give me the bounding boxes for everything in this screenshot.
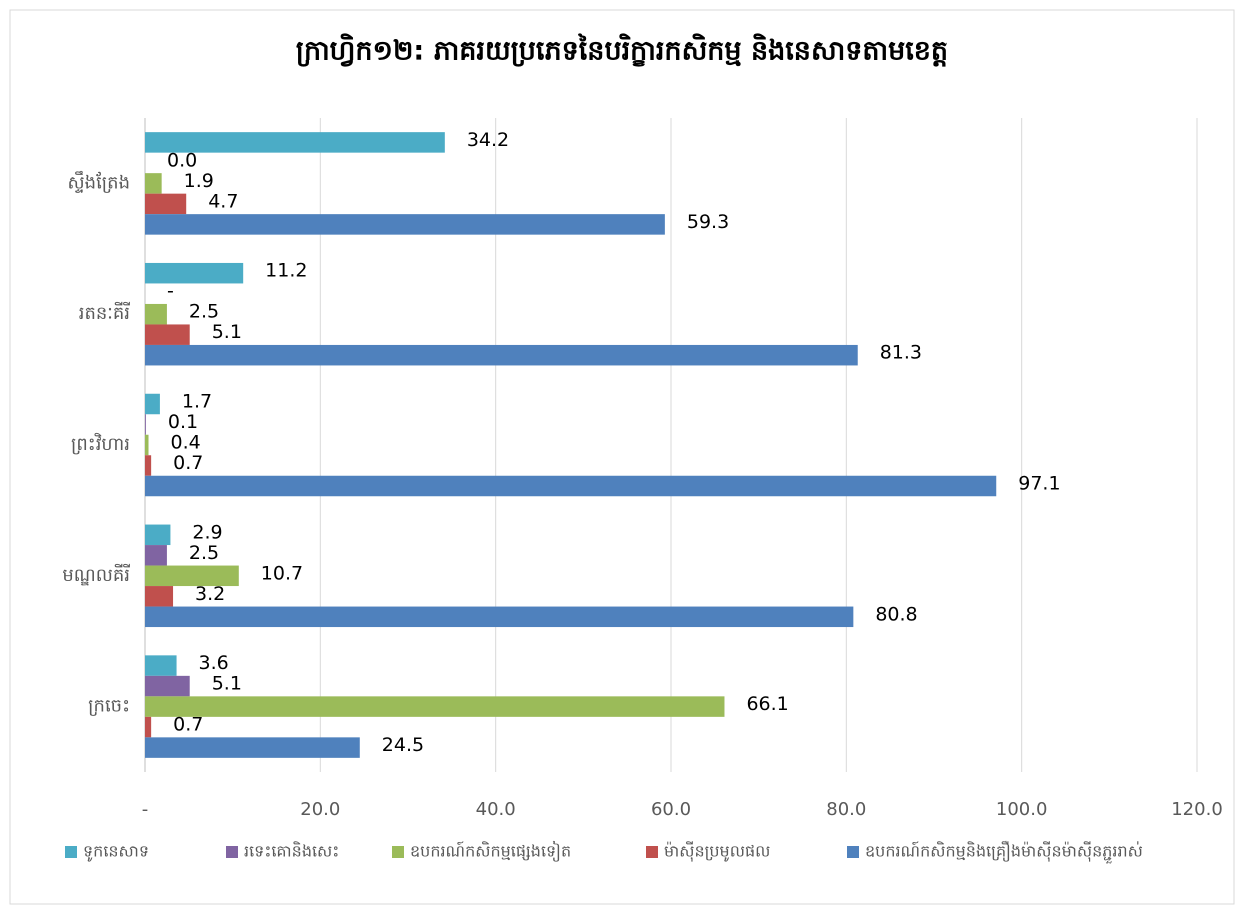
data-label: - bbox=[167, 280, 174, 302]
y-tick-label: ព្រះវិហារ bbox=[71, 432, 130, 455]
x-tick-label: - bbox=[142, 799, 149, 820]
bar bbox=[145, 545, 167, 566]
legend-label: រទេះគោនិងសេះ bbox=[244, 841, 339, 861]
bar bbox=[145, 193, 187, 215]
legend-swatch bbox=[646, 846, 658, 858]
data-label: 0.0 bbox=[167, 149, 197, 171]
x-tick-label: 120.0 bbox=[1171, 799, 1223, 820]
data-label: 0.1 bbox=[168, 411, 198, 433]
bar bbox=[145, 655, 177, 676]
bar bbox=[145, 524, 171, 546]
bar bbox=[145, 586, 174, 607]
legend-label: ទូកនេសាទ bbox=[83, 842, 149, 863]
data-label: 4.7 bbox=[208, 190, 238, 212]
y-tick-label: ស្ទឹងត្រែង bbox=[68, 170, 131, 193]
bar bbox=[145, 675, 190, 697]
bar bbox=[145, 393, 160, 415]
x-tick-label: 40.0 bbox=[476, 799, 516, 820]
data-label: 3.2 bbox=[195, 583, 225, 605]
bar bbox=[145, 455, 152, 476]
bar bbox=[145, 132, 445, 153]
x-tick-label: 100.0 bbox=[996, 799, 1048, 820]
data-label: 0.7 bbox=[173, 452, 203, 474]
bar bbox=[145, 173, 162, 194]
data-label: 5.1 bbox=[212, 321, 242, 343]
data-label: 24.5 bbox=[382, 734, 424, 756]
legend-swatch bbox=[226, 846, 238, 858]
x-tick-label: 80.0 bbox=[826, 799, 866, 820]
bar bbox=[145, 434, 149, 456]
bar bbox=[145, 475, 997, 497]
data-label: 66.1 bbox=[746, 693, 788, 715]
data-label: 5.1 bbox=[212, 673, 242, 695]
bar bbox=[145, 716, 152, 738]
x-tick-label: 20.0 bbox=[300, 799, 340, 820]
data-label: 0.4 bbox=[171, 432, 201, 454]
bar bbox=[145, 303, 167, 325]
bar bbox=[145, 565, 239, 587]
y-tick-label: ក្រចេះ bbox=[88, 696, 130, 717]
data-label: 1.7 bbox=[182, 391, 212, 413]
data-label: 3.6 bbox=[199, 652, 229, 674]
legend-swatch bbox=[847, 846, 859, 858]
data-label: 80.8 bbox=[875, 603, 917, 625]
data-label: 1.9 bbox=[184, 170, 214, 192]
legend-swatch bbox=[392, 846, 404, 858]
data-label: 97.1 bbox=[1018, 473, 1060, 495]
x-tick-label: 60.0 bbox=[651, 799, 691, 820]
bar bbox=[145, 344, 858, 366]
data-label: 2.9 bbox=[192, 521, 222, 543]
chart-title: ក្រាហ្វិក១២: ភាគរយប្រភេទនៃបរិក្ខារកសិកម្… bbox=[296, 33, 948, 68]
data-label: 81.3 bbox=[880, 342, 922, 364]
bar bbox=[145, 262, 244, 284]
bar bbox=[145, 214, 665, 235]
data-label: 2.5 bbox=[189, 542, 219, 564]
bar bbox=[145, 414, 146, 435]
data-label: 0.7 bbox=[173, 714, 203, 736]
bar bbox=[145, 737, 360, 758]
legend-swatch bbox=[65, 846, 77, 858]
y-tick-label: រតនៈគីរី bbox=[79, 301, 130, 324]
data-label: 59.3 bbox=[687, 211, 729, 233]
data-label: 11.2 bbox=[265, 260, 307, 282]
bar bbox=[145, 696, 725, 717]
y-tick-label: មណ្ឌលគីរី bbox=[62, 563, 130, 586]
data-label: 2.5 bbox=[189, 301, 219, 323]
data-label: 10.7 bbox=[261, 562, 303, 584]
data-label: 34.2 bbox=[467, 129, 509, 151]
bar bbox=[145, 606, 854, 628]
bar bbox=[145, 324, 190, 345]
legend-label: ឧបករណ៍កសិកម្មផ្សេងទៀត bbox=[410, 841, 571, 863]
legend-label: ម៉ាស៊ីនប្រមូលផល bbox=[664, 841, 770, 863]
